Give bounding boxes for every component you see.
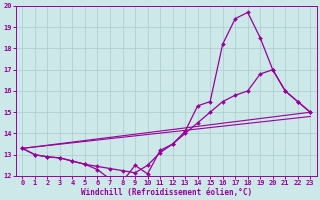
X-axis label: Windchill (Refroidissement éolien,°C): Windchill (Refroidissement éolien,°C) [81,188,252,197]
